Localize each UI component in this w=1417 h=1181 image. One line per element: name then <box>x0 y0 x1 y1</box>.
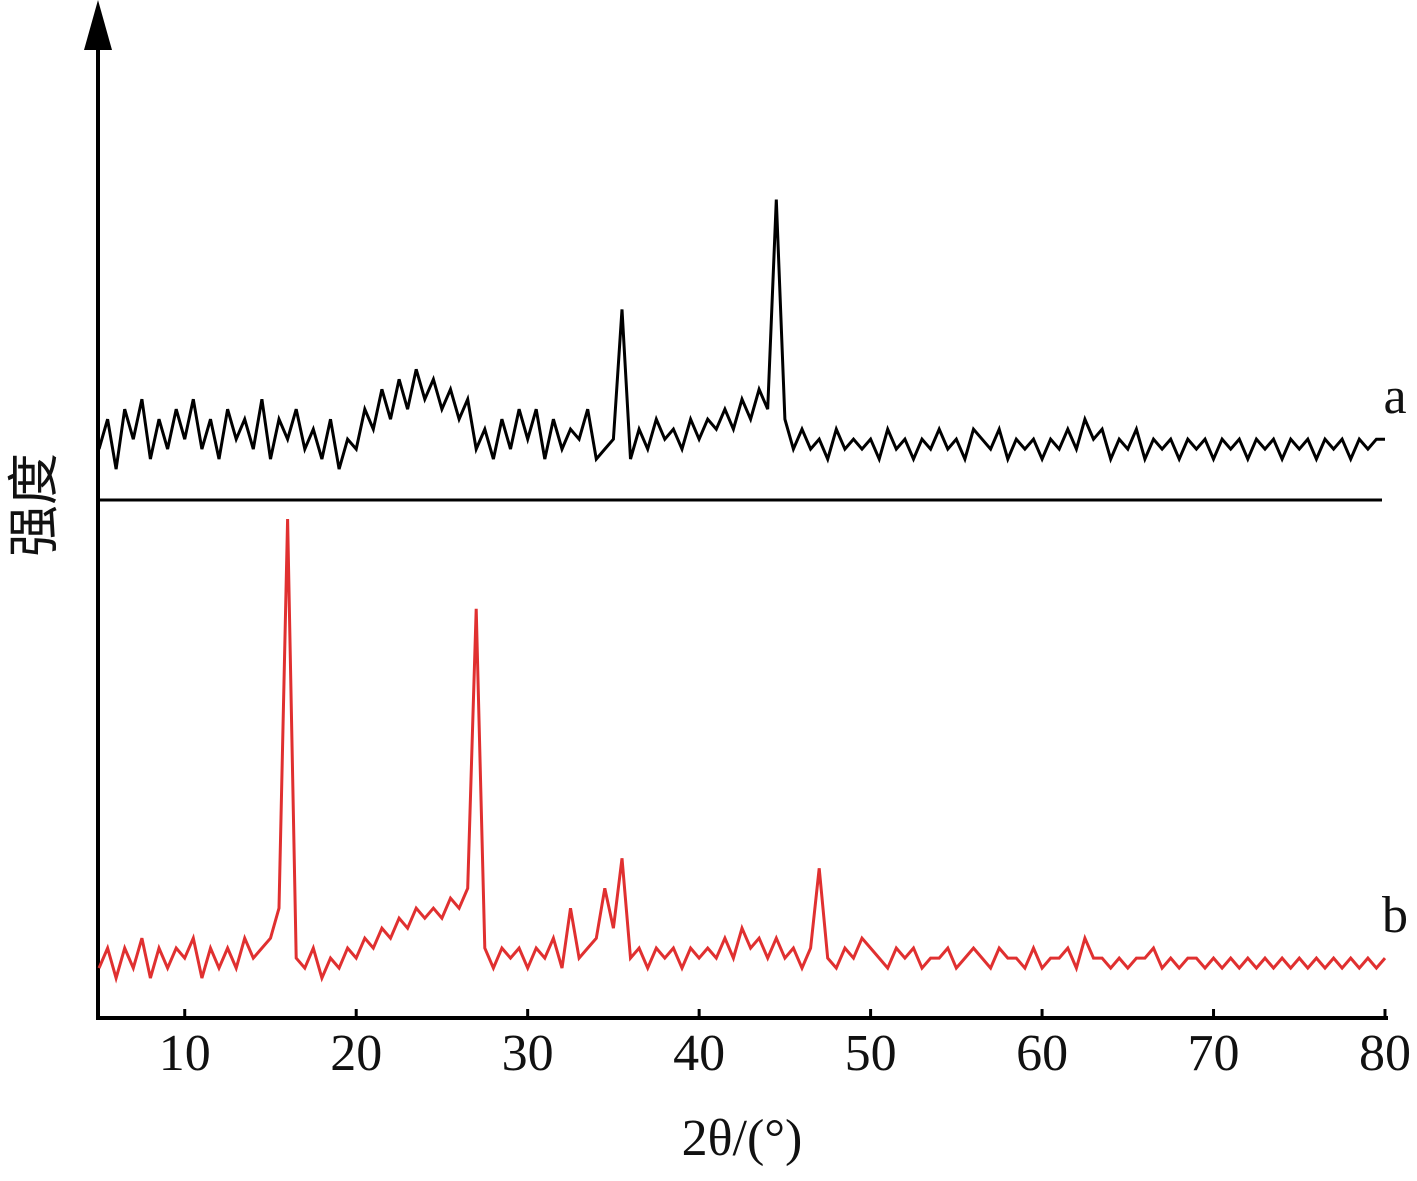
x-tick-label: 70 <box>1188 1025 1240 1082</box>
x-tick-label: 50 <box>845 1025 897 1082</box>
x-axis-label: 2θ/(°) <box>682 1110 803 1167</box>
y-axis-label: 强度 <box>7 453 64 557</box>
series-label: a <box>1383 368 1406 425</box>
x-tick-label: 20 <box>330 1025 382 1082</box>
series-line <box>97 518 1387 984</box>
x-tick-label: 60 <box>1016 1025 1068 1082</box>
series-label: b <box>1382 887 1408 944</box>
x-tick-label: 30 <box>502 1025 554 1082</box>
x-tick-label: 10 <box>159 1025 211 1082</box>
x-tick-label: 40 <box>673 1025 725 1082</box>
x-tick-label: 80 <box>1359 1025 1411 1082</box>
y-axis-arrow <box>84 0 112 50</box>
series-line <box>97 199 1385 470</box>
